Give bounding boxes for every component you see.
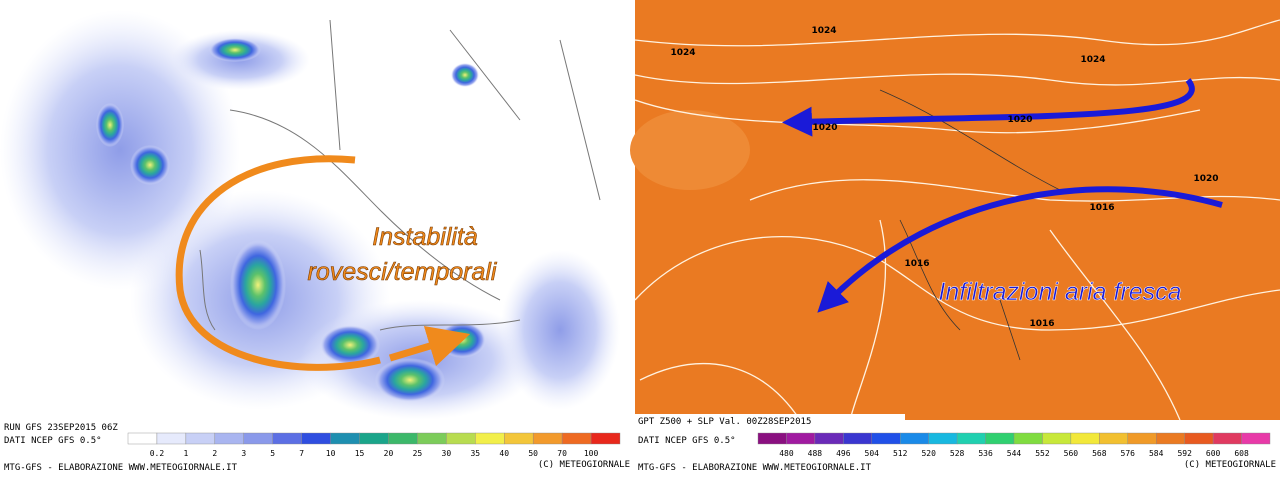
run-label: RUN GFS 23SEP2015 06Z: [4, 423, 118, 433]
colorbar-swatch: [1184, 432, 1214, 445]
colorbar-swatch: [786, 432, 816, 445]
colorbar-swatch: [504, 432, 534, 445]
scale-label: 1: [183, 449, 188, 458]
scale-label: 40: [499, 449, 509, 458]
colorbar-swatch: [272, 432, 302, 445]
scale-label: 544: [1007, 449, 1022, 458]
scale-label: 592: [1177, 449, 1192, 458]
scale-label: 15: [355, 449, 365, 458]
isobar-label: 1020: [1007, 115, 1032, 125]
colorbar-swatch: [561, 432, 592, 445]
colorbar-swatch: [243, 432, 273, 445]
colorbar-swatch: [757, 432, 787, 445]
colorbar-swatch: [301, 432, 331, 445]
scale-label: 10: [326, 449, 336, 458]
colorbar-swatch: [814, 432, 844, 445]
colorbar-swatch: [214, 432, 244, 445]
scale-label: 35: [470, 449, 480, 458]
scale-label: 528: [950, 449, 965, 458]
scale-label: 512: [893, 449, 908, 458]
colorbar: 480 488 496 504 512 520 528 536 544 552 560 568 576 5…: [757, 432, 1271, 458]
colorbar-swatch: [1212, 432, 1242, 445]
colorbar-swatch: [532, 432, 563, 445]
annotation: Infiltrazioni aria fresca: [938, 278, 1181, 306]
colorbar-swatch: [1013, 432, 1043, 445]
scale-label: 504: [865, 449, 880, 458]
colorbar-swatch: [956, 432, 986, 445]
scale-label: 3: [241, 449, 246, 458]
colorbar-swatch: [330, 432, 360, 445]
copyright: (C) METEOGIORNALE: [538, 460, 630, 470]
colorbar-swatch: [446, 432, 476, 445]
scale-label: 20: [384, 449, 394, 458]
pressure-map: [630, 0, 1280, 421]
isobar-label: 1024: [811, 26, 836, 36]
colorbar-swatch: [475, 432, 505, 445]
colorbar-swatch: [590, 432, 621, 445]
scale-label: 560: [1064, 449, 1079, 458]
scale-label: 25: [413, 449, 423, 458]
scale-label: 536: [978, 449, 993, 458]
scale-label: 70: [557, 449, 567, 458]
copyright: (C) METEOGIORNALE: [1184, 460, 1276, 470]
colorbar-swatch: [1127, 432, 1157, 445]
colorbar-swatch: [1156, 432, 1185, 445]
colorbar-swatch: [1099, 432, 1128, 445]
isobar-label: 1020: [812, 123, 837, 133]
colorbar-swatch: [185, 432, 216, 445]
colorbar-swatch: [985, 432, 1015, 445]
scale-label: 7: [299, 449, 304, 458]
scale-label: 584: [1149, 449, 1164, 458]
colorbar-swatch: [900, 432, 929, 445]
colorbar-swatch: [928, 432, 958, 445]
isobar-label: 1016: [1089, 203, 1114, 213]
scale-label: 2: [212, 449, 217, 458]
colorbar-swatch: [1070, 432, 1100, 445]
isobar-label: 1016: [904, 259, 929, 269]
isobar-label: 1024: [1080, 55, 1105, 65]
scale-label: 488: [808, 449, 823, 458]
scale-label: 0.2: [150, 449, 165, 458]
scale-label: 5: [270, 449, 275, 458]
scale-label: 100: [584, 449, 599, 458]
scale-label: 600: [1206, 449, 1221, 458]
isobar-labels: 1024 1024 1024 1020 1020 1020 1016 1016 1016: [670, 26, 1218, 329]
isobar-label: 1016: [1029, 319, 1054, 329]
precipitation-map: [0, 0, 632, 420]
credit: MTG-GFS - ELABORAZIONE WWW.METEOGIORNALE…: [638, 463, 872, 473]
scale-label: 480: [779, 449, 794, 458]
colorbar-swatch: [1241, 432, 1271, 445]
map-title: GPT Z500 + SLP Val. 00Z28SEP2015: [638, 417, 811, 427]
colorbar-swatch: [156, 432, 187, 445]
source: DATI NCEP GFS 0.5°: [638, 436, 736, 446]
source: DATI NCEP GFS 0.5°: [4, 436, 102, 446]
colorbar-swatch: [388, 432, 418, 445]
colorbar-swatch: [1042, 432, 1072, 445]
colorbar-swatch: [843, 432, 872, 445]
colorbar-swatch: [127, 432, 158, 445]
scale-label: 496: [836, 449, 851, 458]
colorbar-swatch: [417, 432, 447, 445]
scale-label: 552: [1035, 449, 1050, 458]
scale-label: 520: [921, 449, 936, 458]
scale-label: 568: [1092, 449, 1107, 458]
credit: MTG-GFS - ELABORAZIONE WWW.METEOGIORNALE…: [4, 463, 238, 473]
scale-label: 50: [528, 449, 538, 458]
scale-label: 576: [1121, 449, 1136, 458]
colorbar: 0.2 1 2 3 5 7 10 15 20 25 30 35 40 50 70 100: [127, 432, 621, 458]
colorbar-swatch: [359, 432, 389, 445]
annotation: rovesci/temporali: [308, 258, 498, 286]
colorbar-swatch: [871, 432, 901, 445]
isobar-label: 1024: [670, 48, 695, 58]
isobar-label: 1020: [1193, 174, 1218, 184]
scale-label: 30: [442, 449, 452, 458]
annotation: Instabilità: [372, 223, 478, 251]
scale-label: 608: [1234, 449, 1249, 458]
